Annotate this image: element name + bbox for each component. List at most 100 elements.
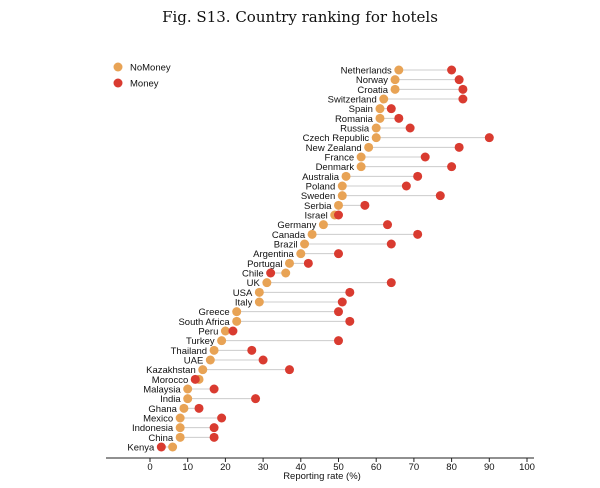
country-label: Netherlands (341, 66, 392, 77)
money-point (258, 355, 268, 365)
nomoney-point (394, 65, 404, 75)
money-point (386, 239, 396, 249)
money-point (228, 326, 238, 336)
country-label: New Zealand (306, 143, 362, 154)
country-label: Ghana (148, 404, 177, 415)
nomoney-point (179, 403, 189, 413)
money-point (334, 336, 343, 346)
money-point (337, 297, 347, 307)
money-point (190, 374, 200, 384)
x-axis-label: Reporting rate (%) (283, 471, 361, 482)
money-point (345, 287, 355, 297)
nomoney-point (379, 94, 389, 104)
row-italy: Italy (235, 297, 347, 309)
nomoney-point (318, 220, 328, 230)
country-label: Indonesia (132, 423, 174, 434)
money-point (454, 142, 464, 152)
country-label: France (325, 153, 355, 164)
row-serbia: Serbia (304, 200, 370, 212)
row-kazakhstan: Kazakhstan (146, 365, 294, 376)
row-poland: Poland (306, 181, 411, 193)
legend: NoMoney Money (113, 62, 171, 90)
money-point (247, 345, 257, 355)
money-point (209, 423, 219, 433)
money-point (413, 171, 423, 181)
row-south-africa: South Africa (178, 316, 355, 328)
nomoney-point (205, 355, 215, 365)
row-spain: Spain (349, 104, 396, 115)
country-label: Norway (356, 75, 388, 86)
country-label: Portugal (247, 259, 282, 270)
x-tick-label: 70 (409, 462, 420, 473)
nomoney-point (337, 191, 347, 201)
x-tick-label: 0 (147, 462, 152, 473)
country-label: Greece (199, 307, 230, 318)
country-label: Argentina (253, 249, 294, 260)
money-point (447, 65, 457, 75)
nomoney-point (209, 345, 219, 355)
row-ghana: Ghana (148, 403, 204, 415)
nomoney-point (175, 432, 185, 442)
money-point (334, 210, 343, 220)
row-uk: UK (247, 278, 396, 289)
money-point (413, 229, 423, 239)
country-label: Morocco (152, 375, 188, 386)
row-kenya: Kenya (127, 442, 178, 454)
row-new-zealand: New Zealand (306, 142, 464, 154)
country-label: Romania (335, 114, 374, 125)
nomoney-point (337, 181, 347, 191)
money-point (386, 104, 396, 114)
country-label: Sweden (301, 191, 335, 202)
nomoney-point (300, 239, 310, 249)
money-point (394, 113, 404, 123)
x-tick-label: 10 (182, 462, 193, 473)
nomoney-point (281, 268, 291, 278)
nomoney-point (198, 365, 208, 375)
country-label: Thailand (171, 346, 207, 357)
country-label: Italy (235, 298, 253, 309)
money-point (401, 181, 411, 191)
money-point (405, 123, 415, 133)
nomoney-point (375, 113, 385, 123)
row-netherlands: Netherlands (341, 65, 457, 77)
country-label: Serbia (304, 201, 332, 212)
row-romania: Romania (335, 113, 404, 125)
row-greece: Greece (199, 307, 343, 318)
money-point (251, 394, 261, 404)
country-label: Spain (349, 104, 373, 115)
country-label: UAE (184, 356, 204, 367)
row-thailand: Thailand (171, 345, 257, 357)
row-croatia: Croatia (357, 84, 468, 96)
nomoney-point (175, 423, 185, 433)
nomoney-point (183, 394, 193, 404)
money-point (194, 403, 204, 413)
nomoney-point (217, 336, 227, 346)
row-canada: Canada (272, 229, 423, 241)
row-switzerland: Switzerland (328, 94, 468, 106)
country-label: UK (247, 278, 261, 289)
country-label: Australia (302, 172, 340, 183)
money-point (345, 316, 355, 326)
country-label: Kenya (127, 443, 155, 454)
money-point (284, 365, 294, 375)
nomoney-point (364, 142, 374, 152)
nomoney-point (356, 152, 366, 162)
row-mexico: Mexico (143, 413, 227, 425)
row-russia: Russia (340, 123, 415, 135)
row-sweden: Sweden (301, 191, 445, 202)
nomoney-point (232, 316, 242, 326)
row-malaysia: Malaysia (143, 384, 219, 396)
x-tick-label: 30 (258, 462, 269, 473)
row-france: France (325, 152, 430, 164)
x-tick-label: 40 (296, 462, 307, 473)
country-label: Malaysia (143, 385, 181, 396)
x-tick-label: 100 (519, 462, 535, 473)
row-denmark: Denmark (316, 162, 457, 173)
money-point (334, 249, 343, 259)
country-label: Turkey (186, 336, 215, 347)
country-label: China (148, 433, 174, 444)
nomoney-point (254, 297, 264, 307)
nomoney-point (334, 200, 343, 210)
money-point (217, 413, 227, 423)
